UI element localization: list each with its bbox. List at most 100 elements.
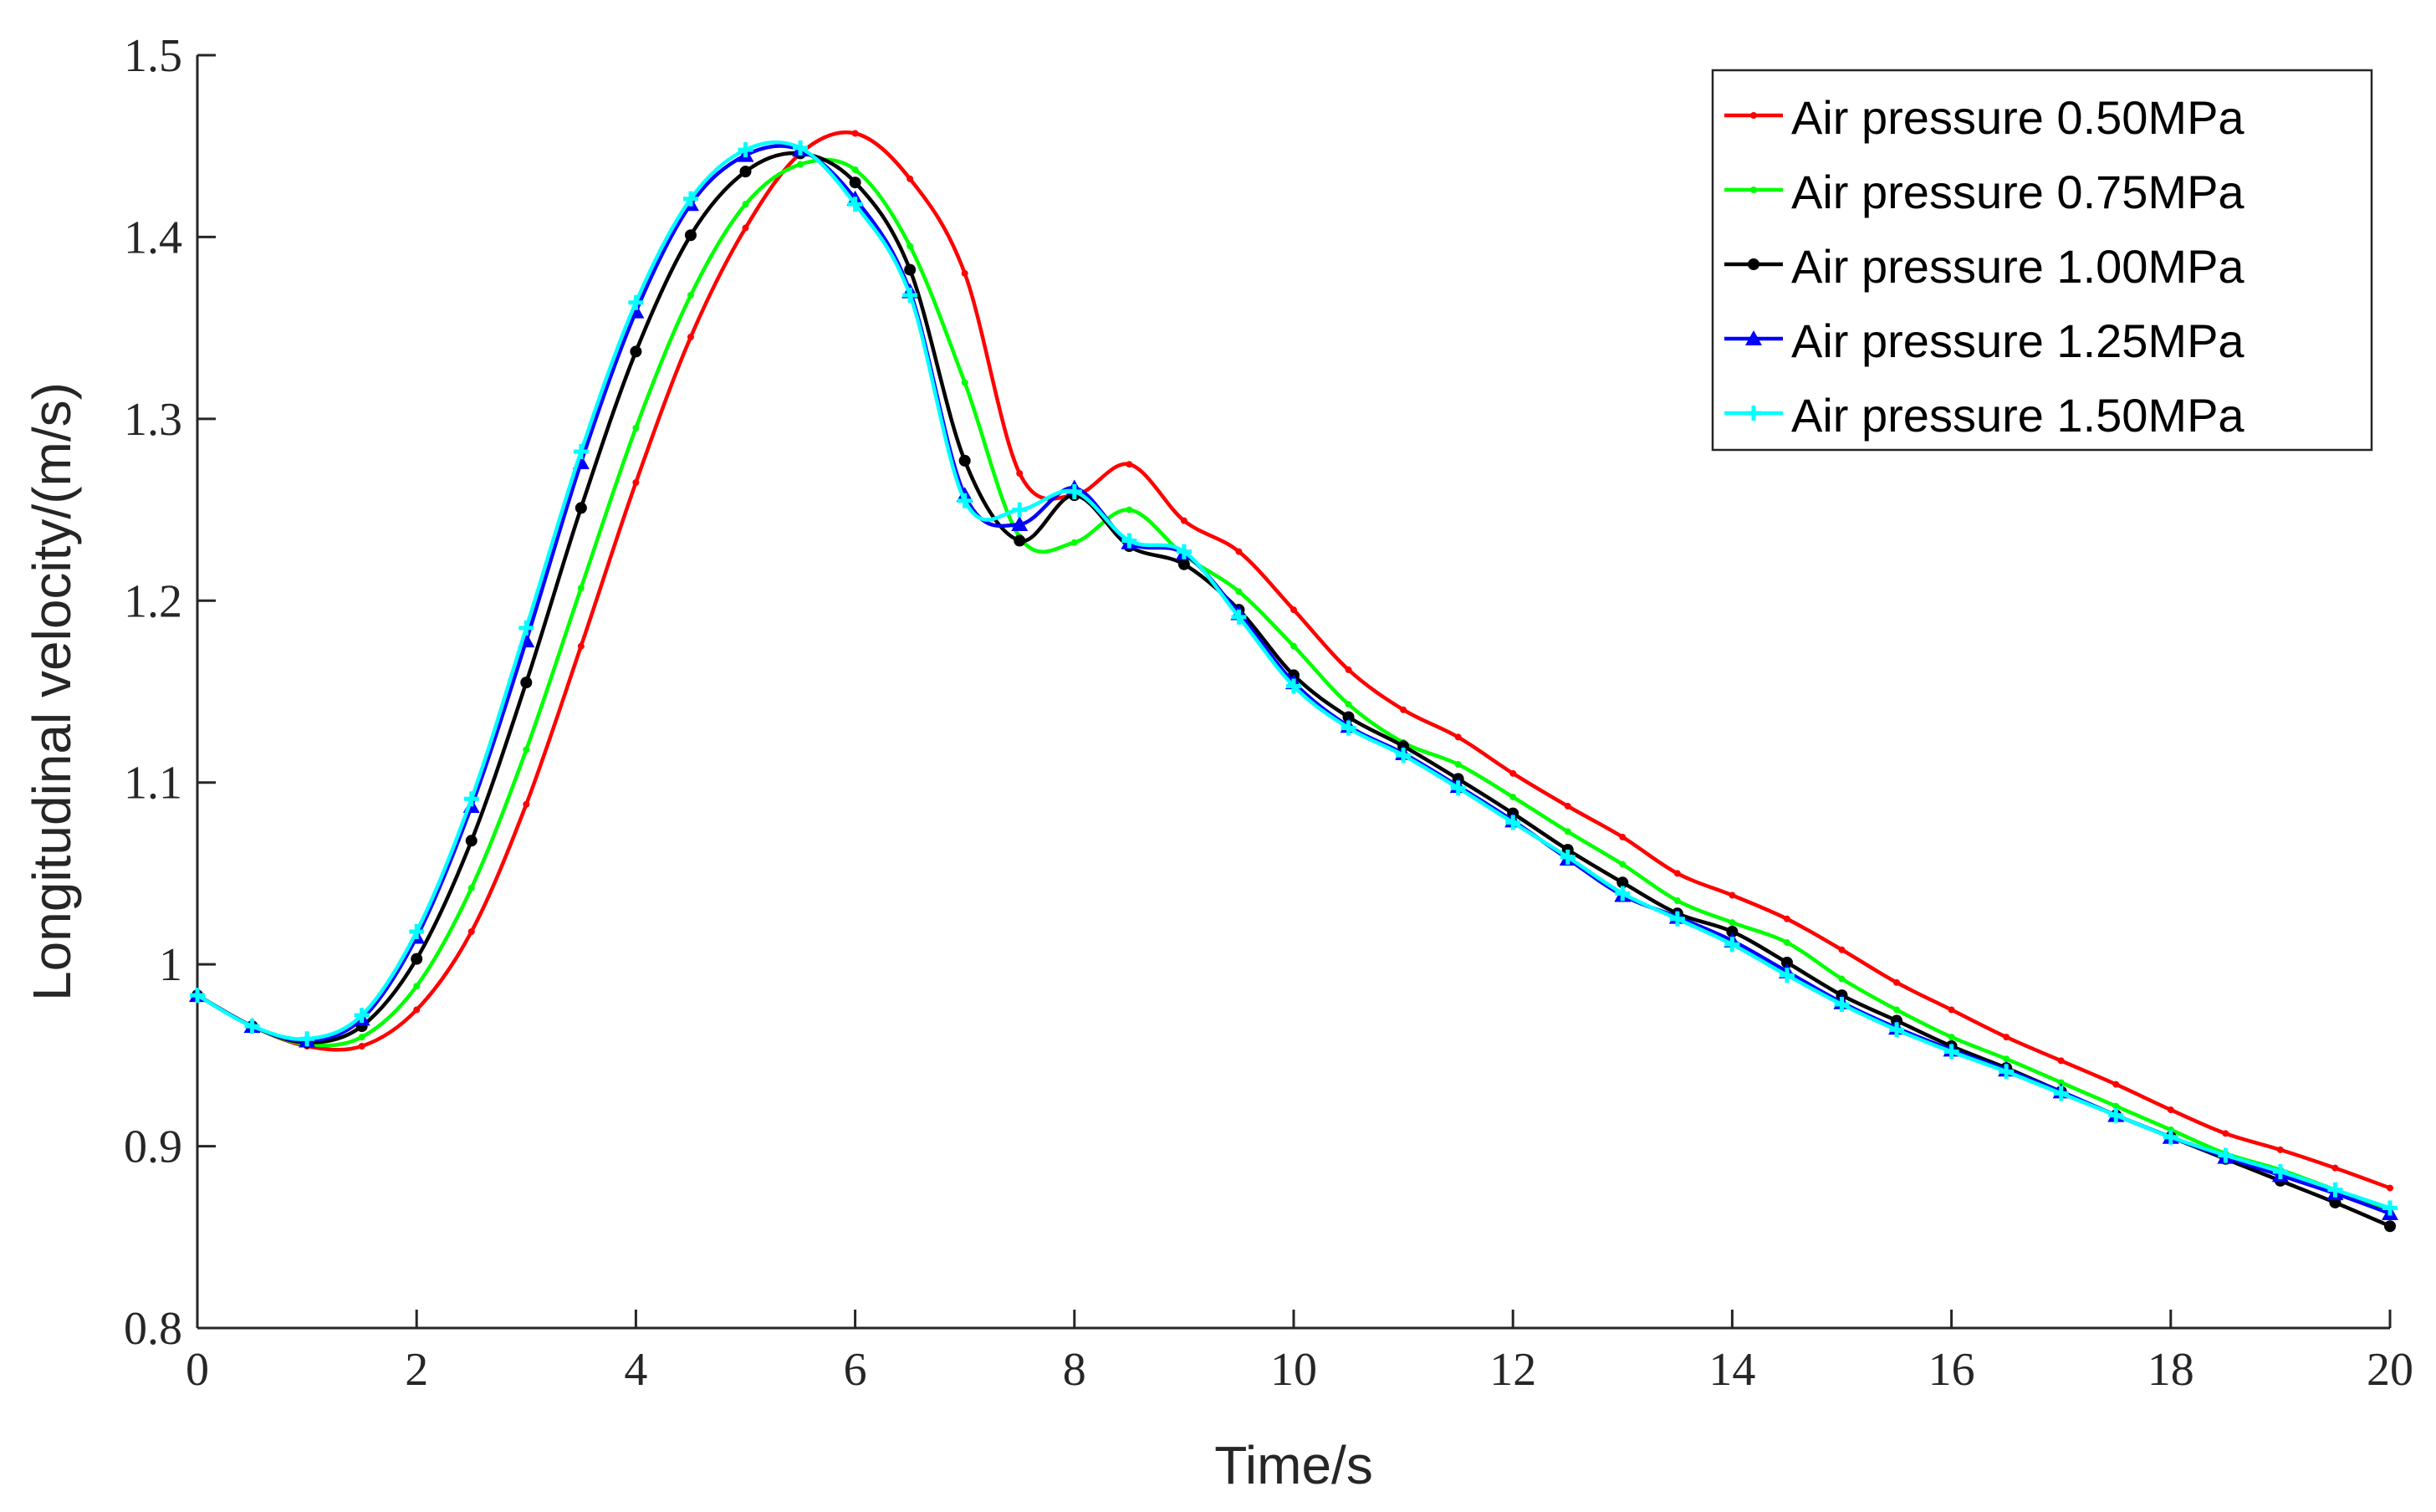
data-point: [463, 791, 479, 807]
data-point: [1011, 515, 1029, 531]
data-point: [906, 243, 914, 250]
plot-area: 0 2 4 6 8 10 12 14 16 18 20 0.8 0.9 1 1.1 1.2 1.3 1.4 1.5: [124, 30, 2413, 1396]
data-point: [902, 288, 918, 304]
data-point: [851, 130, 859, 137]
data-point: [354, 1008, 370, 1024]
legend-marker: [1746, 406, 1761, 421]
data-point: [904, 263, 917, 276]
x-tick-label: 12: [1489, 1344, 1536, 1396]
series-1: [194, 130, 2393, 1192]
data-point: [2272, 1164, 2288, 1180]
data-point: [577, 642, 585, 650]
data-point: [1177, 558, 1190, 570]
data-point: [684, 229, 697, 242]
data-point: [797, 161, 804, 168]
data-point: [1729, 919, 1736, 927]
data-point: [573, 443, 589, 459]
data-point: [1780, 956, 1793, 968]
data-point: [1616, 876, 1629, 889]
data-point: [1290, 642, 1297, 650]
data-point: [2053, 1085, 2069, 1101]
data-point: [1286, 678, 1301, 694]
y-tick-label: 0.8: [124, 1303, 182, 1355]
legend-marker: [1750, 186, 1757, 193]
data-point: [1235, 548, 1243, 555]
data-point: [1396, 748, 1412, 764]
data-point: [2108, 1107, 2124, 1123]
data-point: [632, 424, 640, 432]
data-point: [851, 166, 859, 173]
data-point: [467, 928, 475, 936]
data-point: [1724, 937, 1740, 953]
data-point: [742, 224, 749, 232]
y-tick-label: 1.1: [124, 758, 182, 810]
data-point: [687, 292, 694, 299]
data-point: [1070, 539, 1078, 546]
x-tick-label: 18: [2147, 1344, 2194, 1396]
data-point: [1454, 760, 1462, 768]
data-point: [2112, 1080, 2120, 1088]
data-point: [1838, 946, 1846, 953]
y-tick-label: 1.4: [124, 212, 182, 263]
data-point: [1619, 833, 1627, 840]
data-point: [244, 1019, 260, 1034]
data-point: [1509, 769, 1517, 777]
data-point: [2276, 1146, 2284, 1153]
data-point: [2057, 1057, 2065, 1065]
data-point: [2382, 1200, 2398, 1216]
data-point: [465, 835, 477, 847]
data-point: [1505, 815, 1521, 830]
x-tick-label: 6: [844, 1344, 867, 1396]
legend-entry: Air pressure 1.25MPa: [1724, 314, 2244, 367]
data-point: [1948, 1006, 1955, 1014]
data-point: [1726, 926, 1739, 938]
data-point: [411, 953, 423, 965]
legend-marker: [1748, 258, 1759, 270]
x-tick-label: 20: [2367, 1344, 2413, 1396]
x-tick-label: 8: [1063, 1344, 1086, 1396]
y-axis-title: Longitudinal velocity/(m/s): [22, 382, 82, 1001]
y-tick-label: 1.2: [124, 575, 182, 627]
x-tick-label: 14: [1708, 1344, 1755, 1396]
x-axis-title: Time/s: [1214, 1435, 1373, 1495]
data-point: [358, 1034, 365, 1041]
data-point: [1619, 861, 1627, 868]
data-point: [2387, 1184, 2393, 1192]
data-point: [961, 269, 968, 277]
data-point: [413, 1006, 421, 1014]
data-point: [1014, 534, 1026, 547]
data-point: [1560, 849, 1575, 865]
data-point: [575, 502, 587, 514]
data-point: [2327, 1182, 2343, 1198]
data-point: [190, 988, 205, 1004]
y-tick-label: 0.9: [124, 1121, 182, 1173]
data-point: [299, 1031, 315, 1047]
legend-label: Air pressure 1.00MPa: [1791, 240, 2244, 293]
y-ticks: 0.8 0.9 1 1.1 1.2 1.3 1.4 1.5: [124, 30, 216, 1355]
data-point: [793, 140, 809, 156]
series-line: [196, 140, 2391, 1210]
data-point: [2163, 1129, 2178, 1145]
legend-entry: Air pressure 0.50MPa: [1724, 91, 2244, 144]
data-point: [409, 924, 425, 940]
data-point: [957, 493, 973, 508]
data-point: [1889, 1022, 1905, 1038]
data-point: [1126, 506, 1133, 513]
data-point: [630, 345, 642, 358]
data-point: [1345, 666, 1352, 673]
legend-marker: [1745, 330, 1762, 345]
data-point: [1893, 1006, 1901, 1014]
data-point: [1066, 483, 1082, 499]
data-point: [1783, 939, 1790, 947]
data-point: [1834, 996, 1850, 1012]
x-tick-label: 4: [624, 1344, 647, 1396]
legend-entry: Air pressure 1.50MPa: [1724, 389, 2244, 442]
data-point: [577, 585, 585, 592]
legend-label: Air pressure 0.75MPa: [1791, 166, 2244, 218]
data-point: [1673, 870, 1681, 877]
data-point: [523, 800, 530, 808]
data-point: [2222, 1130, 2229, 1137]
data-point: [1838, 975, 1846, 983]
legend-label: Air pressure 1.50MPa: [1791, 389, 2244, 442]
